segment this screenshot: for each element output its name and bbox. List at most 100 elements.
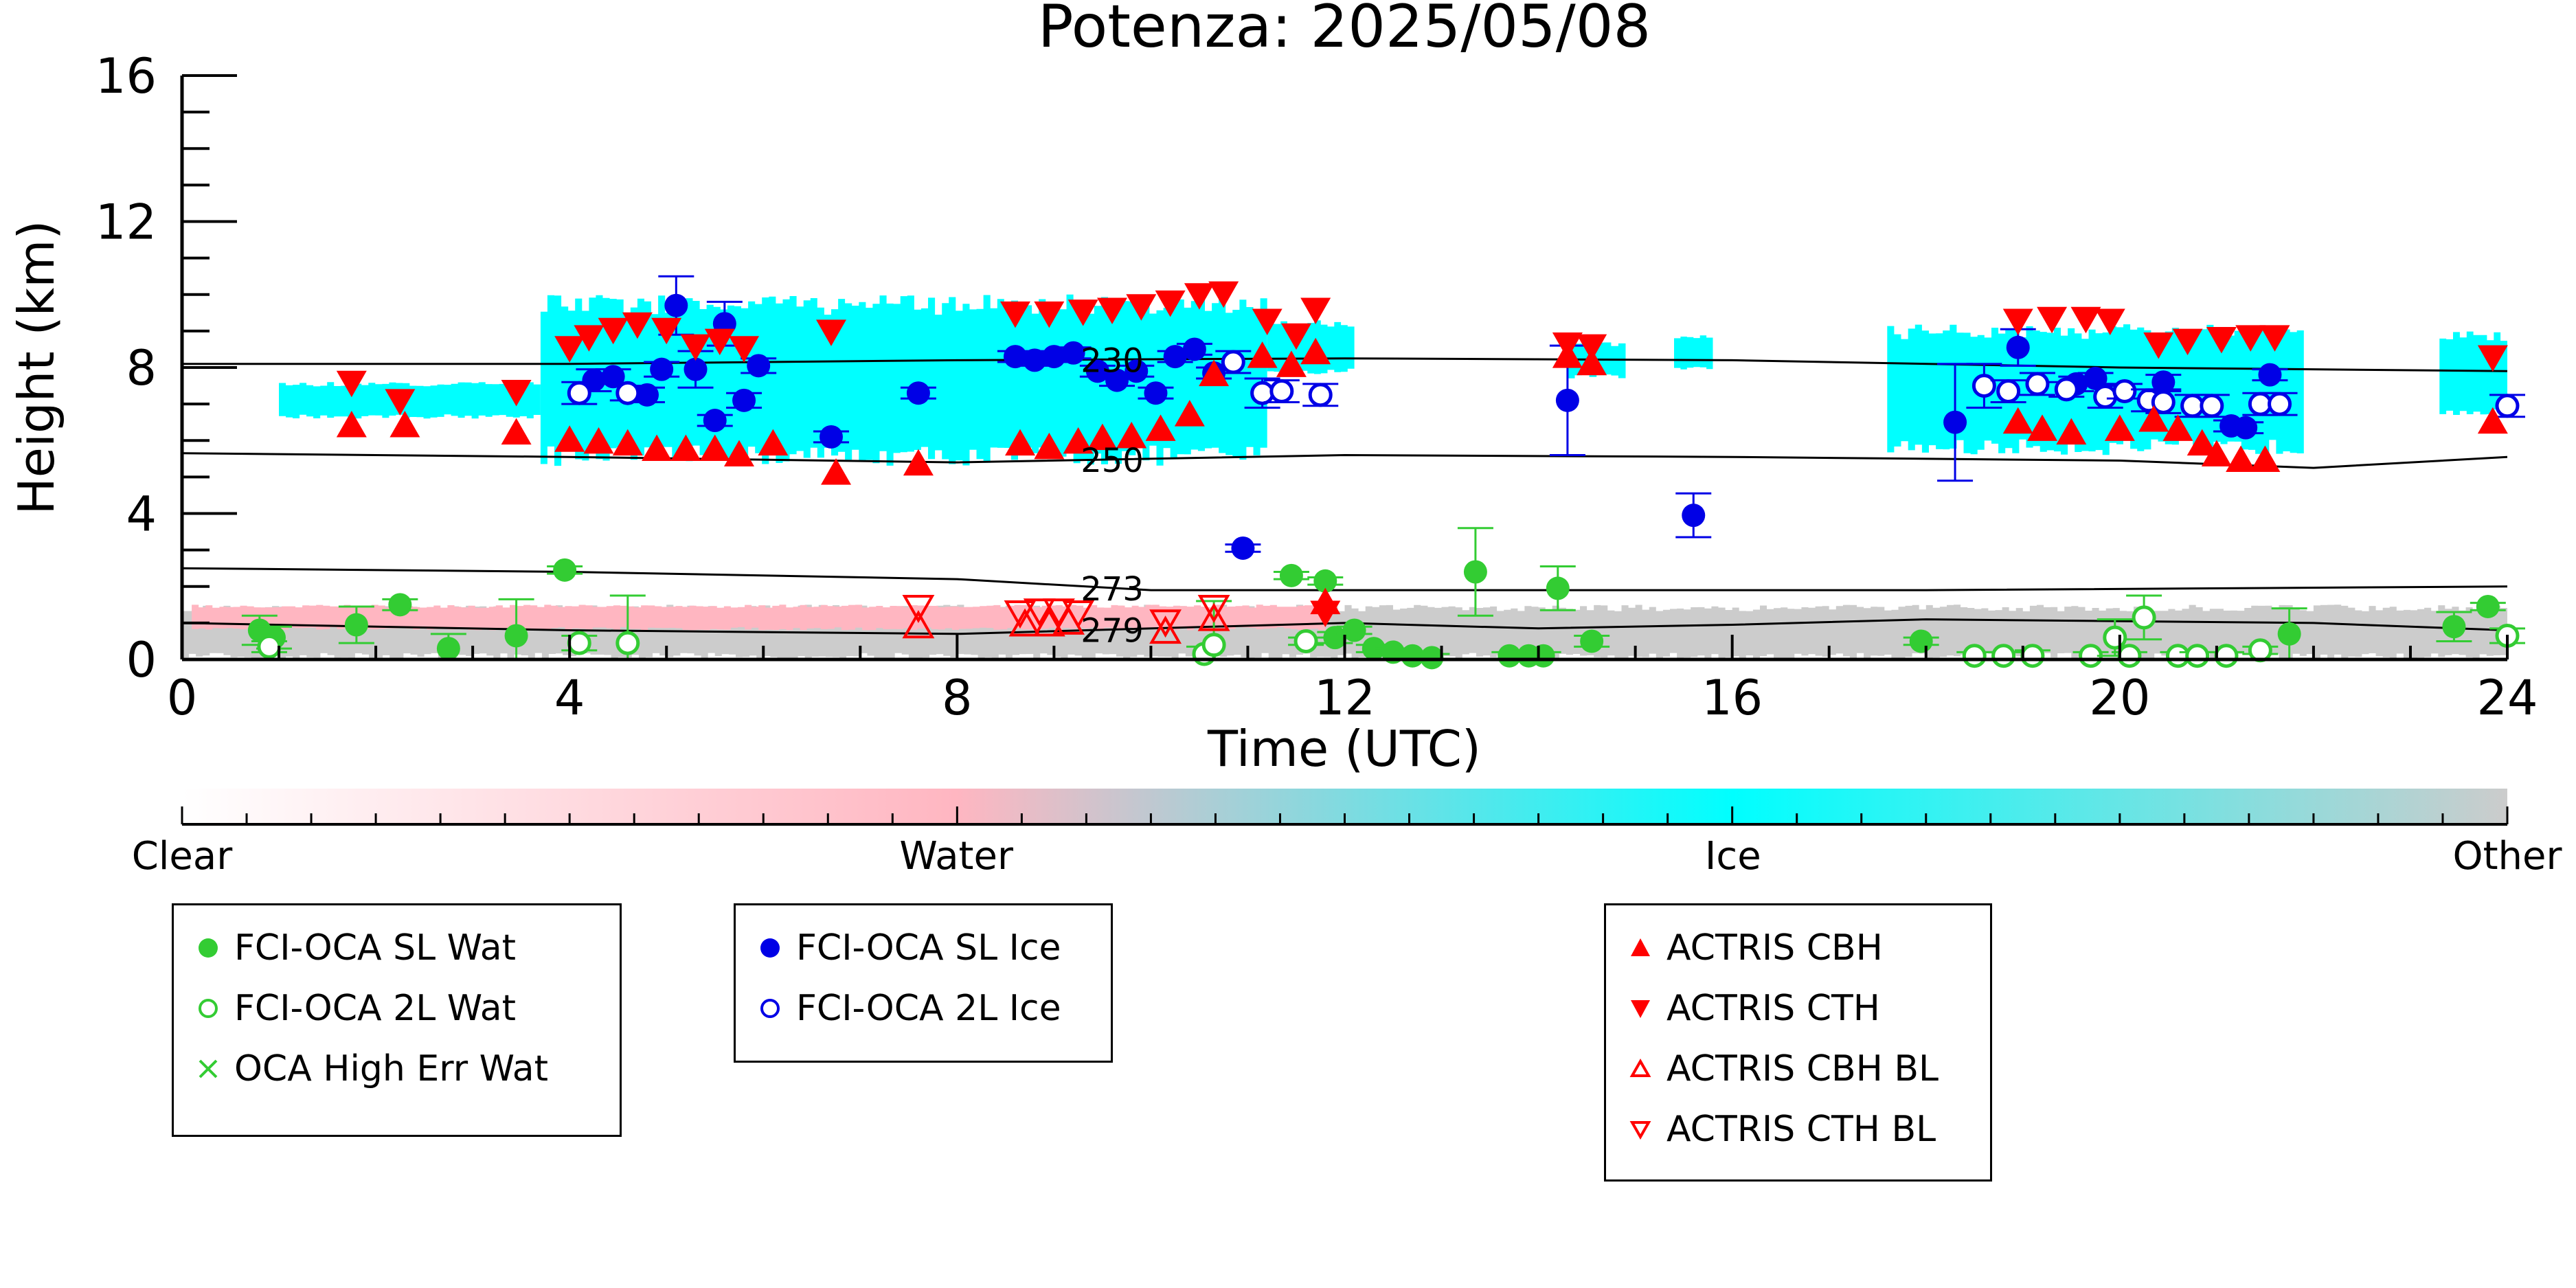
point [2180, 394, 2205, 418]
point [723, 440, 754, 466]
point [1063, 427, 1094, 454]
point [1498, 644, 1522, 668]
point [2235, 325, 2266, 352]
point [1005, 429, 1036, 456]
point [650, 357, 674, 381]
x-tick-label: 4 [554, 670, 585, 726]
point [729, 336, 760, 363]
point [1144, 381, 1168, 405]
point [1208, 281, 1239, 308]
legend-item: OCA High Err Wat [189, 1048, 548, 1089]
point [504, 624, 528, 648]
point [1252, 308, 1283, 335]
point [1116, 421, 1147, 449]
legend-marker-icon [189, 927, 227, 969]
point [501, 380, 532, 407]
point [574, 325, 605, 352]
series-fci-oca-2l-wat [251, 594, 2525, 668]
x-tick-label: 12 [1314, 670, 1375, 726]
point [1221, 350, 1245, 374]
point [1145, 414, 1176, 441]
point [344, 613, 368, 637]
point [1279, 563, 1303, 587]
y-tick-label: 0 [126, 632, 157, 688]
point [553, 558, 577, 582]
point [651, 317, 682, 345]
series-actris-cth-bl [902, 594, 1230, 638]
point [1313, 569, 1337, 593]
point [2094, 308, 2125, 335]
x-ticks: 0 4 8 12 16 20 24 [167, 635, 2538, 726]
point [1682, 504, 1706, 528]
point [2002, 308, 2033, 335]
isotherm-label: 250 [1081, 442, 1144, 480]
point [2200, 394, 2224, 418]
y-tick-label: 16 [95, 48, 157, 104]
point [1276, 350, 1307, 377]
point [601, 365, 625, 389]
colorbar-label: Clear [132, 834, 233, 879]
point [902, 594, 935, 624]
point [1087, 423, 1118, 451]
point [389, 411, 420, 438]
point [1247, 341, 1278, 368]
point [1199, 359, 1230, 387]
point [1323, 626, 1347, 650]
point [1023, 348, 1047, 372]
point [2006, 335, 2030, 359]
point [819, 425, 843, 449]
point [1184, 283, 1214, 310]
point [385, 389, 416, 416]
point [680, 334, 711, 361]
point [642, 434, 673, 462]
point [2162, 414, 2193, 441]
legend-ice: FCI-OCA SL Ice FCI-OCA 2L Ice [734, 903, 1113, 1063]
legend-label: FCI-OCA SL Wat [234, 927, 516, 969]
point [2187, 429, 2217, 456]
point [1342, 618, 1366, 642]
point [903, 449, 934, 476]
x-tick-label: 24 [2476, 670, 2538, 726]
point [704, 328, 735, 356]
point [2495, 394, 2520, 418]
point [1909, 629, 1933, 653]
legend-item: FCI-OCA SL Ice [751, 927, 1061, 969]
legend-label: FCI-OCA 2L Wat [234, 988, 517, 1029]
y-tick-label: 12 [95, 194, 157, 251]
point [699, 434, 730, 462]
point [2151, 389, 2176, 414]
point [2268, 392, 2292, 416]
point [2112, 379, 2137, 404]
legend-item: FCI-OCA SL Wat [189, 927, 516, 969]
legend-item: ACTRIS CTH BL [1621, 1109, 1936, 1150]
point [2442, 615, 2466, 639]
point [664, 293, 688, 317]
y-tick-label: 4 [126, 486, 157, 543]
point [1577, 348, 1607, 376]
point [554, 425, 585, 452]
legend-item: FCI-OCA 2L Wat [189, 988, 516, 1029]
point [1174, 400, 1205, 427]
x-tick-label: 16 [1702, 670, 1763, 726]
chart-title: Potenza: 2025/05/08 [1038, 0, 1651, 61]
point [1280, 323, 1311, 350]
point [388, 593, 412, 617]
point [2201, 440, 2232, 466]
point [1097, 297, 1127, 324]
point [1149, 609, 1182, 638]
point [1034, 432, 1065, 460]
point [1293, 629, 1318, 653]
legend-marker-icon [1621, 1109, 1660, 1150]
point [732, 388, 756, 412]
point [2234, 416, 2258, 440]
point [1580, 629, 1604, 653]
point [1269, 379, 1294, 404]
x-tick-label: 8 [942, 670, 973, 726]
cloud-region-fill [1674, 335, 1713, 370]
isotherm-250 [182, 452, 2507, 469]
point [1023, 598, 1056, 627]
x-axis-label: Time (UTC) [1207, 720, 1481, 778]
y-ticks: 0 4 8 12 16 [95, 48, 237, 688]
point [1067, 300, 1098, 326]
